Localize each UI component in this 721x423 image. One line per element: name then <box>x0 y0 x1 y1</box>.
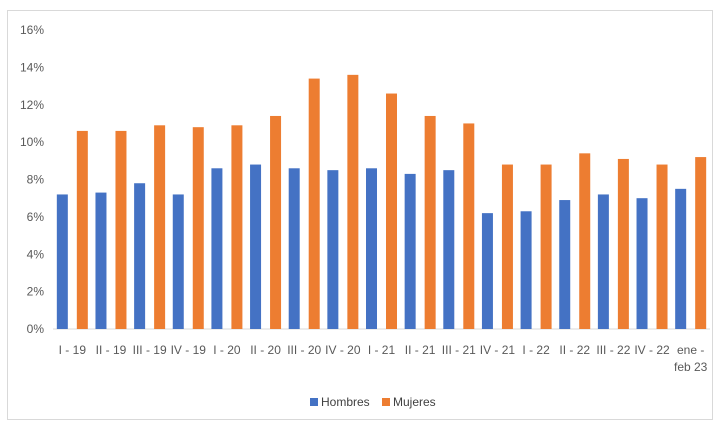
x-tick-label: II - 22 <box>559 343 590 357</box>
bar-mujeres-2 <box>154 125 166 330</box>
bar-hombres-15 <box>636 198 648 329</box>
bar-hombres-14 <box>597 194 609 329</box>
x-tick-label: III - 22 <box>596 343 630 357</box>
y-tick-label: 14% <box>20 60 44 74</box>
x-tick-label: I - 20 <box>213 343 241 357</box>
y-tick-label: 10% <box>20 135 44 149</box>
bar-mujeres-9 <box>424 115 436 330</box>
x-tick-label: I - 19 <box>59 343 87 357</box>
x-tick-label: IV - 21 <box>480 343 516 357</box>
bar-mujeres-14 <box>617 158 629 329</box>
legend-swatch-hombres <box>310 398 318 406</box>
bar-hombres-12 <box>520 211 532 329</box>
bar-mujeres-3 <box>192 127 204 329</box>
y-tick-label: 6% <box>27 210 45 224</box>
x-tick-label: ene - <box>677 343 704 357</box>
bar-hombres-8 <box>366 168 377 329</box>
bar-mujeres-6 <box>308 78 320 330</box>
y-tick-label: 0% <box>27 322 45 336</box>
bar-mujeres-7 <box>347 74 359 329</box>
bar-mujeres-11 <box>501 164 513 329</box>
bar-hombres-7 <box>327 170 339 329</box>
x-tick-label: IV - 20 <box>325 343 361 357</box>
x-tick-label: feb 23 <box>674 360 708 374</box>
bar-hombres-2 <box>134 183 146 329</box>
y-tick-label: 12% <box>20 98 44 112</box>
y-tick-label: 4% <box>27 247 45 261</box>
bar-mujeres-15 <box>656 164 668 329</box>
bar-hombres-10 <box>443 170 455 329</box>
bar-mujeres-4 <box>231 125 243 330</box>
bar-mujeres-10 <box>463 123 475 329</box>
legend-label-mujeres: Mujeres <box>393 395 436 409</box>
x-tick-label: IV - 22 <box>634 343 670 357</box>
bar-mujeres-0 <box>76 130 88 329</box>
bar-hombres-9 <box>404 173 416 329</box>
x-tick-label: III - 19 <box>133 343 167 357</box>
bar-hombres-4 <box>211 168 223 329</box>
y-tick-label: 16% <box>20 23 44 37</box>
bar-mujeres-12 <box>540 164 552 329</box>
bar-mujeres-13 <box>579 153 591 329</box>
x-tick-label: I - 22 <box>522 343 550 357</box>
y-tick-label: 2% <box>27 285 45 299</box>
x-tick-label: I - 21 <box>368 343 396 357</box>
y-tick-label: 8% <box>27 173 45 187</box>
bar-hombres-1 <box>95 192 107 329</box>
bar-mujeres-16 <box>695 157 707 329</box>
legend-swatch-mujeres <box>382 398 390 406</box>
bar-hombres-16 <box>675 188 687 329</box>
bar-mujeres-5 <box>270 115 282 330</box>
bar-hombres-6 <box>288 168 300 329</box>
x-tick-label: II - 19 <box>96 343 127 357</box>
bar-hombres-3 <box>172 194 184 329</box>
bar-hombres-5 <box>250 164 262 329</box>
bar-hombres-11 <box>481 213 493 329</box>
legend-label-hombres: Hombres <box>321 395 370 409</box>
bar-mujeres-1 <box>115 130 127 329</box>
bar-hombres-13 <box>559 200 571 329</box>
x-tick-label: III - 20 <box>287 343 321 357</box>
x-tick-label: II - 20 <box>250 343 281 357</box>
bar-hombres-0 <box>56 194 68 329</box>
x-tick-label: IV - 19 <box>171 343 207 357</box>
x-tick-label: III - 21 <box>442 343 476 357</box>
bar-mujeres-8 <box>386 93 397 329</box>
x-tick-label: II - 21 <box>405 343 436 357</box>
